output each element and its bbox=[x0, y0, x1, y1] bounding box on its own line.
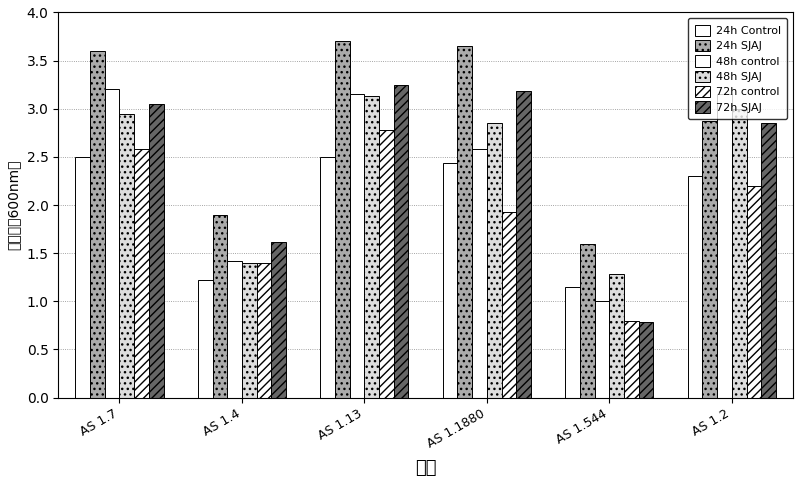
Bar bbox=[610, 274, 624, 398]
Bar bbox=[257, 263, 271, 398]
Bar bbox=[624, 320, 638, 398]
Bar bbox=[271, 242, 286, 398]
X-axis label: 菌株: 菌株 bbox=[415, 459, 436, 477]
Y-axis label: 吸光度（600nm）: 吸光度（600nm） bbox=[7, 160, 21, 250]
Bar bbox=[688, 176, 702, 398]
Bar bbox=[213, 215, 227, 398]
Bar bbox=[365, 96, 379, 398]
Bar bbox=[594, 302, 610, 398]
Bar bbox=[227, 261, 242, 398]
Bar bbox=[458, 46, 472, 398]
Bar bbox=[335, 41, 350, 398]
Bar bbox=[717, 94, 732, 398]
Bar bbox=[75, 157, 90, 398]
Bar bbox=[472, 149, 487, 398]
Bar bbox=[379, 130, 394, 398]
Bar bbox=[105, 90, 119, 398]
Bar bbox=[442, 163, 458, 398]
Bar bbox=[320, 157, 335, 398]
Bar bbox=[638, 321, 654, 398]
Bar bbox=[566, 287, 580, 398]
Bar bbox=[198, 280, 213, 398]
Bar bbox=[762, 123, 776, 398]
Bar bbox=[119, 114, 134, 398]
Bar bbox=[516, 91, 531, 398]
Bar bbox=[580, 243, 594, 398]
Bar bbox=[134, 149, 149, 398]
Bar bbox=[350, 94, 365, 398]
Bar bbox=[487, 123, 502, 398]
Bar bbox=[242, 263, 257, 398]
Bar bbox=[702, 121, 717, 398]
Bar bbox=[394, 85, 409, 398]
Bar bbox=[732, 109, 746, 398]
Bar bbox=[90, 51, 105, 398]
Bar bbox=[746, 186, 762, 398]
Bar bbox=[149, 104, 163, 398]
Legend: 24h Control, 24h SJAJ, 48h control, 48h SJAJ, 72h control, 72h SJAJ: 24h Control, 24h SJAJ, 48h control, 48h … bbox=[688, 18, 787, 120]
Bar bbox=[502, 212, 516, 398]
